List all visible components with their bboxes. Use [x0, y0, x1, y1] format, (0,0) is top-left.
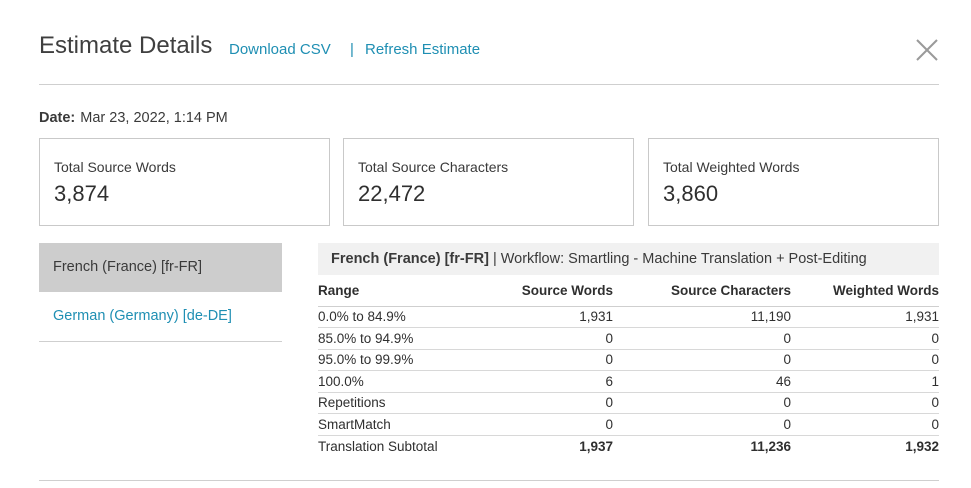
table-cell: 100.0% [318, 371, 476, 393]
stat-total-source-words: Total Source Words 3,874 [39, 138, 330, 226]
table-cell: 1,931 [791, 306, 939, 328]
table-row: 85.0% to 94.9% 0 0 0 [318, 328, 939, 350]
table-cell: 0 [613, 349, 791, 371]
table-cell: 0 [791, 349, 939, 371]
stat-label: Total Weighted Words [663, 159, 938, 175]
table-row: 100.0% 6 46 1 [318, 371, 939, 393]
table-row: 0.0% to 84.9% 1,931 11,190 1,931 [318, 306, 939, 328]
stat-value: 22,472 [358, 181, 633, 207]
table-cell: 1,937 [476, 435, 613, 457]
table-cell: 1 [791, 371, 939, 393]
date-label: Date: [39, 110, 75, 126]
stat-total-weighted-words: Total Weighted Words 3,860 [648, 138, 939, 226]
table-cell: 0 [613, 414, 791, 436]
table-cell: 0 [613, 328, 791, 350]
panel-language: French (France) [fr-FR] [331, 251, 489, 267]
table-cell: 0 [791, 392, 939, 414]
date-row: Date: Mar 23, 2022, 1:14 PM [39, 110, 228, 126]
table-cell: 85.0% to 94.9% [318, 328, 476, 350]
table-header-row: Range Source Words Source Characters Wei… [318, 275, 939, 306]
column-header: Source Characters [613, 275, 791, 306]
table-cell: 95.0% to 99.9% [318, 349, 476, 371]
subtotal-row: Translation Subtotal 1,937 11,236 1,932 [318, 435, 939, 457]
stat-label: Total Source Words [54, 159, 329, 175]
table-row: SmartMatch 0 0 0 [318, 414, 939, 436]
link-separator: | [350, 41, 354, 58]
stat-total-source-characters: Total Source Characters 22,472 [343, 138, 634, 226]
table-cell: 0 [791, 328, 939, 350]
table-cell: 0 [791, 414, 939, 436]
estimate-panel: French (France) [fr-FR] | Workflow: Smar… [318, 243, 939, 457]
page-title: Estimate Details [39, 32, 212, 60]
stat-value: 3,874 [54, 181, 329, 207]
table-cell: SmartMatch [318, 414, 476, 436]
table-row: Repetitions 0 0 0 [318, 392, 939, 414]
table-cell: 46 [613, 371, 791, 393]
refresh-estimate-link[interactable]: Refresh Estimate [365, 41, 480, 58]
modal-header: Estimate Details Download CSV | Refresh … [39, 30, 939, 85]
table-cell: 0 [476, 349, 613, 371]
table-cell: Translation Subtotal [318, 435, 476, 457]
download-csv-link[interactable]: Download CSV [229, 41, 331, 58]
stat-value: 3,860 [663, 181, 938, 207]
column-header: Weighted Words [791, 275, 939, 306]
table-cell: 1,932 [791, 435, 939, 457]
divider [39, 480, 939, 481]
estimate-table: Range Source Words Source Characters Wei… [318, 275, 939, 457]
table-cell: 0 [476, 328, 613, 350]
table-cell: Repetitions [318, 392, 476, 414]
close-icon[interactable] [915, 38, 939, 62]
table-cell: 0.0% to 84.9% [318, 306, 476, 328]
table-cell: 1,931 [476, 306, 613, 328]
table-cell: 11,190 [613, 306, 791, 328]
language-item-de-de[interactable]: German (Germany) [de-DE] [39, 292, 282, 341]
column-header: Range [318, 275, 476, 306]
panel-workflow: | Workflow: Smartling - Machine Translat… [493, 251, 867, 267]
stat-label: Total Source Characters [358, 159, 633, 175]
table-row: 95.0% to 99.9% 0 0 0 [318, 349, 939, 371]
table-cell: 0 [476, 392, 613, 414]
table-cell: 6 [476, 371, 613, 393]
table-cell: 11,236 [613, 435, 791, 457]
language-list: French (France) [fr-FR] German (Germany)… [39, 243, 282, 342]
table-cell: 0 [476, 414, 613, 436]
column-header: Source Words [476, 275, 613, 306]
date-value: Mar 23, 2022, 1:14 PM [80, 110, 228, 126]
panel-header: French (France) [fr-FR] | Workflow: Smar… [318, 243, 939, 275]
language-item-fr-fr[interactable]: French (France) [fr-FR] [39, 243, 282, 292]
table-cell: 0 [613, 392, 791, 414]
